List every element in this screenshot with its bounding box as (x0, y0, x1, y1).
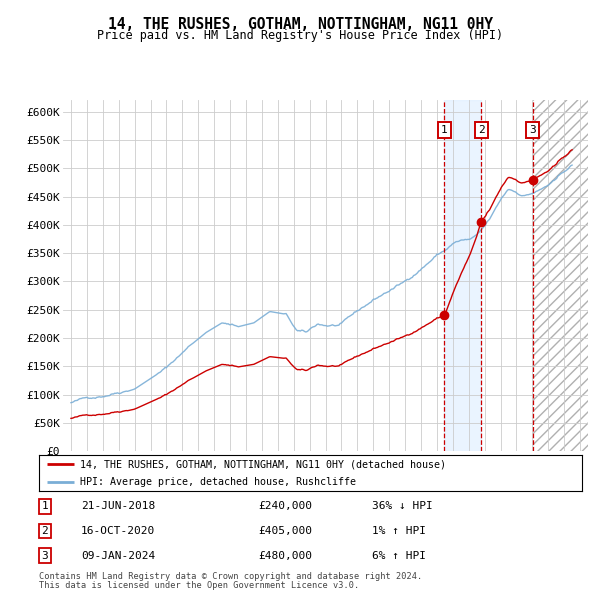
Bar (533, 100, 588, 451)
Text: 1% ↑ HPI: 1% ↑ HPI (372, 526, 426, 536)
Text: 09-JAN-2024: 09-JAN-2024 (81, 551, 155, 560)
Text: HPI: Average price, detached house, Rushcliffe: HPI: Average price, detached house, Rush… (80, 477, 356, 487)
Text: 16-OCT-2020: 16-OCT-2020 (81, 526, 155, 536)
Text: £240,000: £240,000 (258, 502, 312, 511)
Text: £480,000: £480,000 (258, 551, 312, 560)
Bar (445, 100, 481, 451)
Text: 3: 3 (529, 125, 536, 135)
Text: Price paid vs. HM Land Registry's House Price Index (HPI): Price paid vs. HM Land Registry's House … (97, 30, 503, 42)
Text: 1: 1 (441, 125, 448, 135)
Text: 1: 1 (41, 502, 49, 511)
Text: 3: 3 (41, 551, 49, 560)
Text: 2: 2 (41, 526, 49, 536)
Text: 21-JUN-2018: 21-JUN-2018 (81, 502, 155, 511)
Text: Contains HM Land Registry data © Crown copyright and database right 2024.: Contains HM Land Registry data © Crown c… (39, 572, 422, 581)
Text: 14, THE RUSHES, GOTHAM, NOTTINGHAM, NG11 0HY: 14, THE RUSHES, GOTHAM, NOTTINGHAM, NG11… (107, 17, 493, 31)
Text: This data is licensed under the Open Government Licence v3.0.: This data is licensed under the Open Gov… (39, 581, 359, 590)
Text: £405,000: £405,000 (258, 526, 312, 536)
Text: 14, THE RUSHES, GOTHAM, NOTTINGHAM, NG11 0HY (detached house): 14, THE RUSHES, GOTHAM, NOTTINGHAM, NG11… (80, 460, 446, 469)
Text: 36% ↓ HPI: 36% ↓ HPI (372, 502, 433, 511)
Text: 6% ↑ HPI: 6% ↑ HPI (372, 551, 426, 560)
Text: 2: 2 (478, 125, 485, 135)
